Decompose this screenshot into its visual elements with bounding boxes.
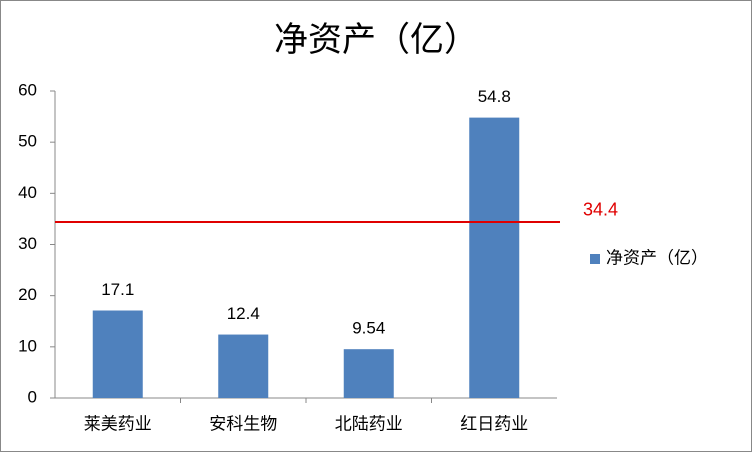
x-tick-label: 北陆药业 <box>335 414 403 433</box>
data-label: 17.1 <box>101 280 134 299</box>
legend-label: 净资产（亿） <box>606 248 708 267</box>
reference-label: 34.4 <box>583 200 618 220</box>
bar <box>92 310 143 398</box>
y-tick-label: 20 <box>18 285 37 304</box>
data-label: 12.4 <box>227 304 260 323</box>
y-tick-label: 0 <box>28 387 37 406</box>
data-label: 9.54 <box>352 319 385 338</box>
y-tick-label: 40 <box>18 183 37 202</box>
x-tick-label: 红日药业 <box>460 414 528 433</box>
y-tick-label: 10 <box>18 336 37 355</box>
chart-title: 净资产（亿） <box>274 21 478 59</box>
bar <box>469 117 520 399</box>
x-tick-label: 莱美药业 <box>84 414 152 433</box>
legend-swatch <box>590 254 600 264</box>
x-tick-label: 安科生物 <box>209 414 277 433</box>
y-tick-label: 60 <box>18 80 37 99</box>
data-label: 54.8 <box>478 87 511 106</box>
bar <box>343 349 394 398</box>
y-tick-label: 50 <box>18 132 37 151</box>
y-tick-label: 30 <box>18 234 37 253</box>
bar <box>218 334 269 398</box>
